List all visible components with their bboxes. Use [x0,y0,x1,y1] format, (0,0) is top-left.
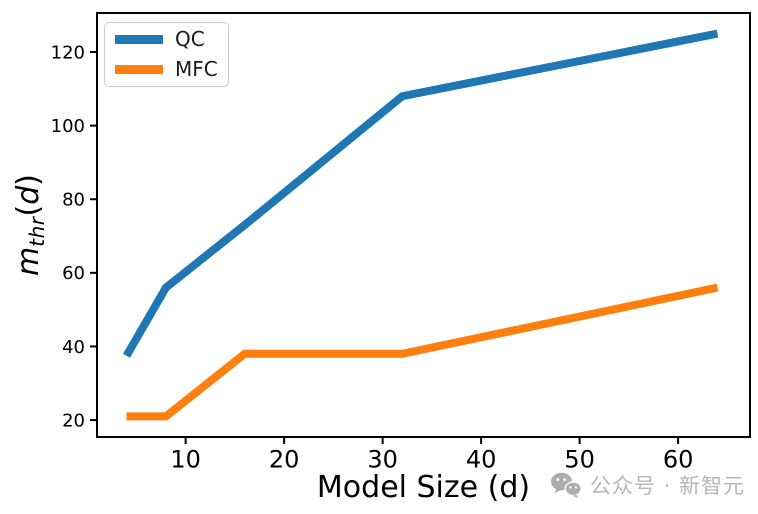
y-tick-label: 120 [51,42,85,63]
y-tick-label: 60 [62,263,85,284]
y-tick-label: 40 [62,337,85,358]
legend-label-mfc: MFC [175,57,218,81]
legend-label-qc: QC [175,27,205,51]
y-axis-label: mthr(d) [11,174,49,276]
y-tick-label: 100 [51,116,85,137]
qc-line-swatch [115,35,163,44]
y-label-paren-open: ( [11,204,46,217]
mfc-line-swatch [115,65,163,74]
x-tick-label: 40 [466,446,497,474]
x-tick-label: 20 [269,446,300,474]
watermark-text: 公众号 · 新智元 [590,474,746,498]
x-tick-label: 30 [367,446,398,474]
watermark: 公众号 · 新智元 [550,470,745,500]
legend: QC MFC [104,22,229,87]
plot-frame [96,12,751,438]
y-label-subscript: thr [25,216,49,247]
y-label-paren-close: ) [11,174,46,186]
line-qc [123,29,719,358]
legend-item-qc: QC [115,27,218,52]
y-tick-label: 20 [62,410,85,431]
x-tick-label: 60 [663,446,694,474]
wechat-icon [551,472,582,498]
x-axis-label: Model Size (d) [316,470,531,505]
y-tick-label: 80 [62,190,85,211]
line-mfc [126,283,719,421]
x-tick-label: 10 [170,446,201,474]
y-label-variable: d [11,185,46,205]
y-label-base: m [11,246,46,276]
x-tick-label: 50 [564,446,595,474]
legend-item-mfc: MFC [115,57,218,82]
